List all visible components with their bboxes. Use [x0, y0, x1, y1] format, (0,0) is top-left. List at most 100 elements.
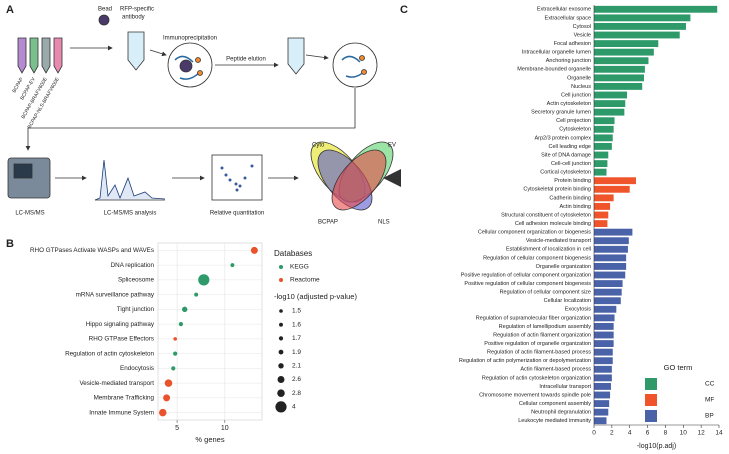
size-legend-label: 1.7 [292, 335, 301, 342]
bar [594, 91, 628, 99]
bar [594, 160, 608, 167]
bar [594, 125, 614, 133]
size-legend-title: -log10 (adjusted p-value) [274, 292, 357, 301]
y-tick-label: Positive regulation of cellular componen… [464, 281, 591, 287]
dot [194, 292, 199, 297]
bar [594, 100, 626, 107]
bar [594, 271, 626, 279]
bar [594, 314, 615, 322]
bar [594, 391, 611, 399]
y-tick-label: Cadherin binding [549, 195, 591, 201]
bar [594, 151, 609, 159]
bar [594, 331, 614, 339]
bar [594, 185, 630, 193]
y-tick-label: Cellular component assembly [519, 401, 591, 407]
y-tick-label: Positive regulation of organelle organiz… [484, 341, 591, 347]
y-tick-label: Vesicle-mediated transport [526, 238, 592, 244]
bar [594, 228, 633, 236]
bar [594, 194, 614, 202]
y-tick-label: Cytoskeletal protein binding [523, 187, 591, 193]
bar [594, 408, 609, 416]
venn-label: EV [388, 143, 396, 149]
legend-title: GO term [664, 363, 693, 372]
y-tick-label: Actin binding [560, 204, 592, 210]
y-tick-label: Regulation of actin polymerization or de… [459, 358, 591, 364]
size-legend-label: 1.6 [292, 321, 301, 328]
size-legend-dot [277, 389, 285, 397]
bar [594, 143, 612, 150]
x-axis-label: % genes [195, 435, 224, 444]
dot [250, 246, 258, 254]
dot [182, 306, 188, 313]
size-legend-label: 2.8 [292, 390, 301, 397]
x-tick-label: 0 [592, 430, 596, 437]
label: Peptide elution [226, 57, 266, 63]
label: Relative quantitation [210, 211, 264, 217]
legend-title: Databases [274, 249, 312, 258]
size-legend-dot [278, 363, 284, 369]
label: LC-MS/MS [15, 211, 44, 217]
y-tick-label: Arp2/3 protein complex [534, 135, 591, 141]
bar [594, 288, 622, 296]
bar [594, 245, 628, 253]
bar [594, 23, 686, 30]
y-tick-label: Regulation of actin cytoskeleton organiz… [482, 375, 591, 381]
x-axis-label: -log10(p.adj) [637, 443, 676, 450]
y-tick-label: Membrane Trafficking [94, 395, 155, 402]
y-tick-label: Leukocyte mediated immunity [518, 418, 591, 424]
y-tick-label: Organelle organization [536, 264, 591, 270]
y-tick-label: Innate Immune System [89, 409, 154, 416]
y-tick-label: Secretory granule lumen [531, 110, 591, 116]
label: LC-MS/MS analysis [104, 211, 157, 217]
y-tick-label: Vesicle [574, 32, 591, 38]
bar [594, 48, 654, 56]
label: antibody [122, 15, 145, 21]
panel-label: C [400, 4, 408, 16]
y-tick-label: Organelle [567, 75, 591, 81]
y-tick-label: Structural constituent of cytoskeleton [501, 212, 591, 218]
y-tick-label: Actin filament-based process [520, 367, 591, 373]
y-tick-label: Positive regulation of cellular componen… [461, 272, 591, 278]
bar [594, 74, 644, 82]
size-legend-dot [279, 322, 283, 327]
size-legend-dot [278, 349, 284, 355]
bar [594, 83, 643, 90]
bar [594, 40, 659, 47]
bar [594, 254, 627, 262]
workflow [7, 14, 401, 211]
y-tick-label: Regulation of actin filament organizatio… [493, 332, 591, 338]
dot [230, 263, 235, 268]
size-legend-label: 1.5 [292, 308, 301, 315]
y-tick-label: Cortical cytoskeleton [540, 170, 591, 176]
y-tick-label: Cell projection [556, 118, 591, 124]
workflow-labels: Bead RFP-specific antibody Immunoprecipi… [11, 7, 396, 226]
bar [594, 357, 613, 365]
y-tick-label: Actin cytoskeleton [547, 101, 591, 107]
size-legend-label: 1.9 [292, 349, 301, 356]
y-tick-label: RHO GTPases Activate WASPs and WAVEs [30, 247, 154, 254]
label: Bead [98, 7, 112, 13]
bar [594, 14, 691, 22]
bar [594, 108, 625, 116]
y-tick-label: Regulation of actin cytoskeleton [65, 350, 154, 357]
bar [594, 203, 611, 210]
legend-swatch [645, 394, 657, 406]
bar [594, 348, 613, 356]
y-tick-label: Regulation of actin filament-based proce… [487, 350, 591, 356]
y-tick-label: RHO GTPase Effectors [89, 336, 154, 343]
y-tick-label: Endocytosis [120, 365, 154, 372]
bar [594, 134, 613, 142]
x-tick-label: 10 [680, 430, 688, 437]
panel-label: B [6, 238, 14, 250]
legend-swatch [645, 378, 657, 390]
y-tick-label: mRNA surveillance pathway [76, 291, 155, 298]
y-tick-label: Vesicle-mediated transport [79, 380, 154, 387]
dot [173, 337, 177, 341]
y-tick-label: Neutrophil degranulation [531, 410, 591, 416]
bar [594, 31, 680, 39]
legend-label: MF [705, 397, 714, 404]
size-legend-dot [278, 336, 284, 341]
x-tick-label: 12 [698, 430, 706, 437]
panel-label: A [6, 4, 14, 16]
